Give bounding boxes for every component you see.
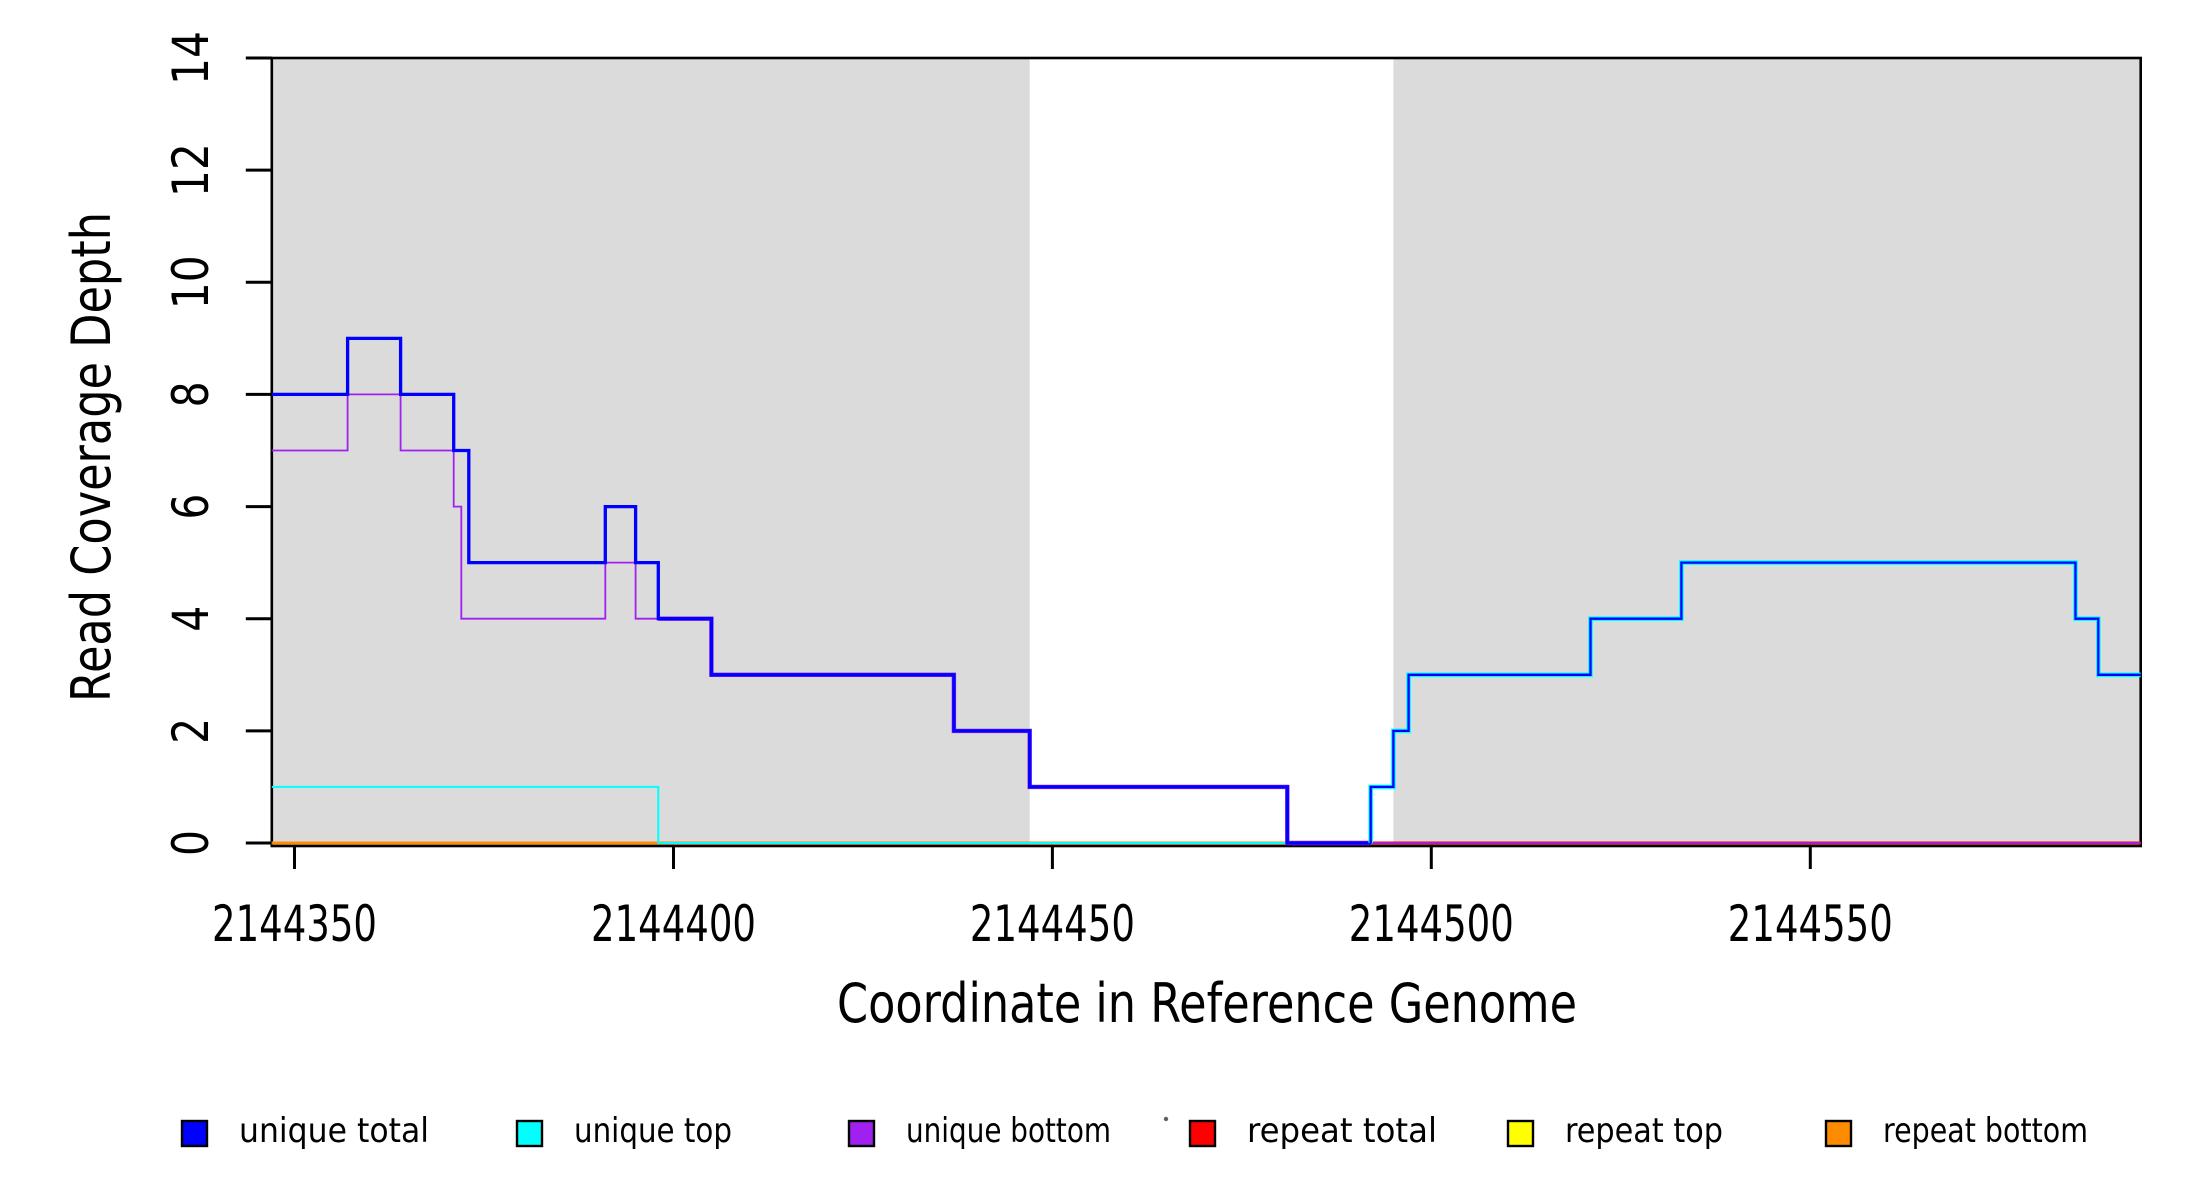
legend-item-unique-bottom: unique bottom — [847, 1111, 1111, 1151]
legend-swatch-repeat-bottom — [1824, 1119, 1853, 1148]
y-tick-label: 6 — [162, 494, 220, 520]
x-tick-label: 2144450 — [970, 895, 1135, 953]
data-series-layer — [271, 336, 2141, 846]
legend-swatch-repeat-top — [1506, 1119, 1535, 1148]
legend-swatch-unique-total — [180, 1119, 209, 1148]
repeat-region-shading-1 — [271, 59, 1030, 845]
legend-swatch-unique-top — [515, 1119, 544, 1148]
x-tick-label: 2144400 — [591, 895, 756, 953]
legend-item-repeat-total: repeat total — [1188, 1111, 1437, 1151]
legend-swatch-repeat-total — [1188, 1119, 1217, 1148]
legend-label-unique-top: unique top — [574, 1111, 732, 1151]
x-axis: 2144350 2144400 2144450 2144500 2144550 — [212, 846, 1893, 953]
legend-item-unique-top: unique top — [515, 1111, 732, 1151]
repeat-region-shading-2 — [1393, 59, 2141, 845]
y-tick-label: 8 — [162, 381, 220, 407]
y-tick-label: 12 — [162, 143, 220, 197]
y-tick-label: 0 — [162, 830, 220, 856]
legend-item-repeat-top: repeat top — [1506, 1111, 1723, 1151]
legend-label-unique-bottom: unique bottom — [906, 1111, 1111, 1151]
x-tick-label: 2144500 — [1349, 895, 1514, 953]
series-unique-total-line — [271, 336, 1371, 845]
plot-box — [270, 56, 2143, 848]
legend-swatch-unique-bottom — [847, 1119, 876, 1148]
plot-border — [270, 56, 2143, 848]
stray-dot — [1163, 1116, 1169, 1122]
legend-label-repeat-bottom: repeat bottom — [1883, 1111, 2088, 1151]
series-unique-bottom-solo — [271, 393, 659, 620]
y-tick-label: 2 — [162, 718, 220, 744]
series-unique-top-line — [271, 785, 1288, 844]
shaded-regions — [271, 59, 2141, 845]
y-tick-label: 14 — [162, 31, 220, 85]
x-tick-label: 2144550 — [1728, 895, 1893, 953]
legend: unique total unique top unique bottom repea… — [180, 1111, 2088, 1151]
x-tick-label: 2144350 — [212, 895, 377, 953]
legend-item-repeat-bottom: repeat bottom — [1824, 1111, 2088, 1151]
legend-label-repeat-top: repeat top — [1565, 1111, 1723, 1151]
y-tick-label: 4 — [162, 606, 220, 632]
legend-item-unique-total: unique total — [180, 1111, 429, 1151]
y-axis: 0 2 4 6 8 10 12 14 — [162, 31, 272, 856]
legend-label-repeat-total: repeat total — [1247, 1111, 1437, 1151]
x-axis-title: Coordinate in Reference Genome — [837, 972, 1577, 1035]
legend-label-unique-total: unique total — [239, 1111, 429, 1151]
y-tick-label: 10 — [162, 255, 220, 309]
y-axis-title: Read Coverage Depth — [60, 212, 123, 702]
series-unique-total-core-right — [1369, 561, 2141, 843]
